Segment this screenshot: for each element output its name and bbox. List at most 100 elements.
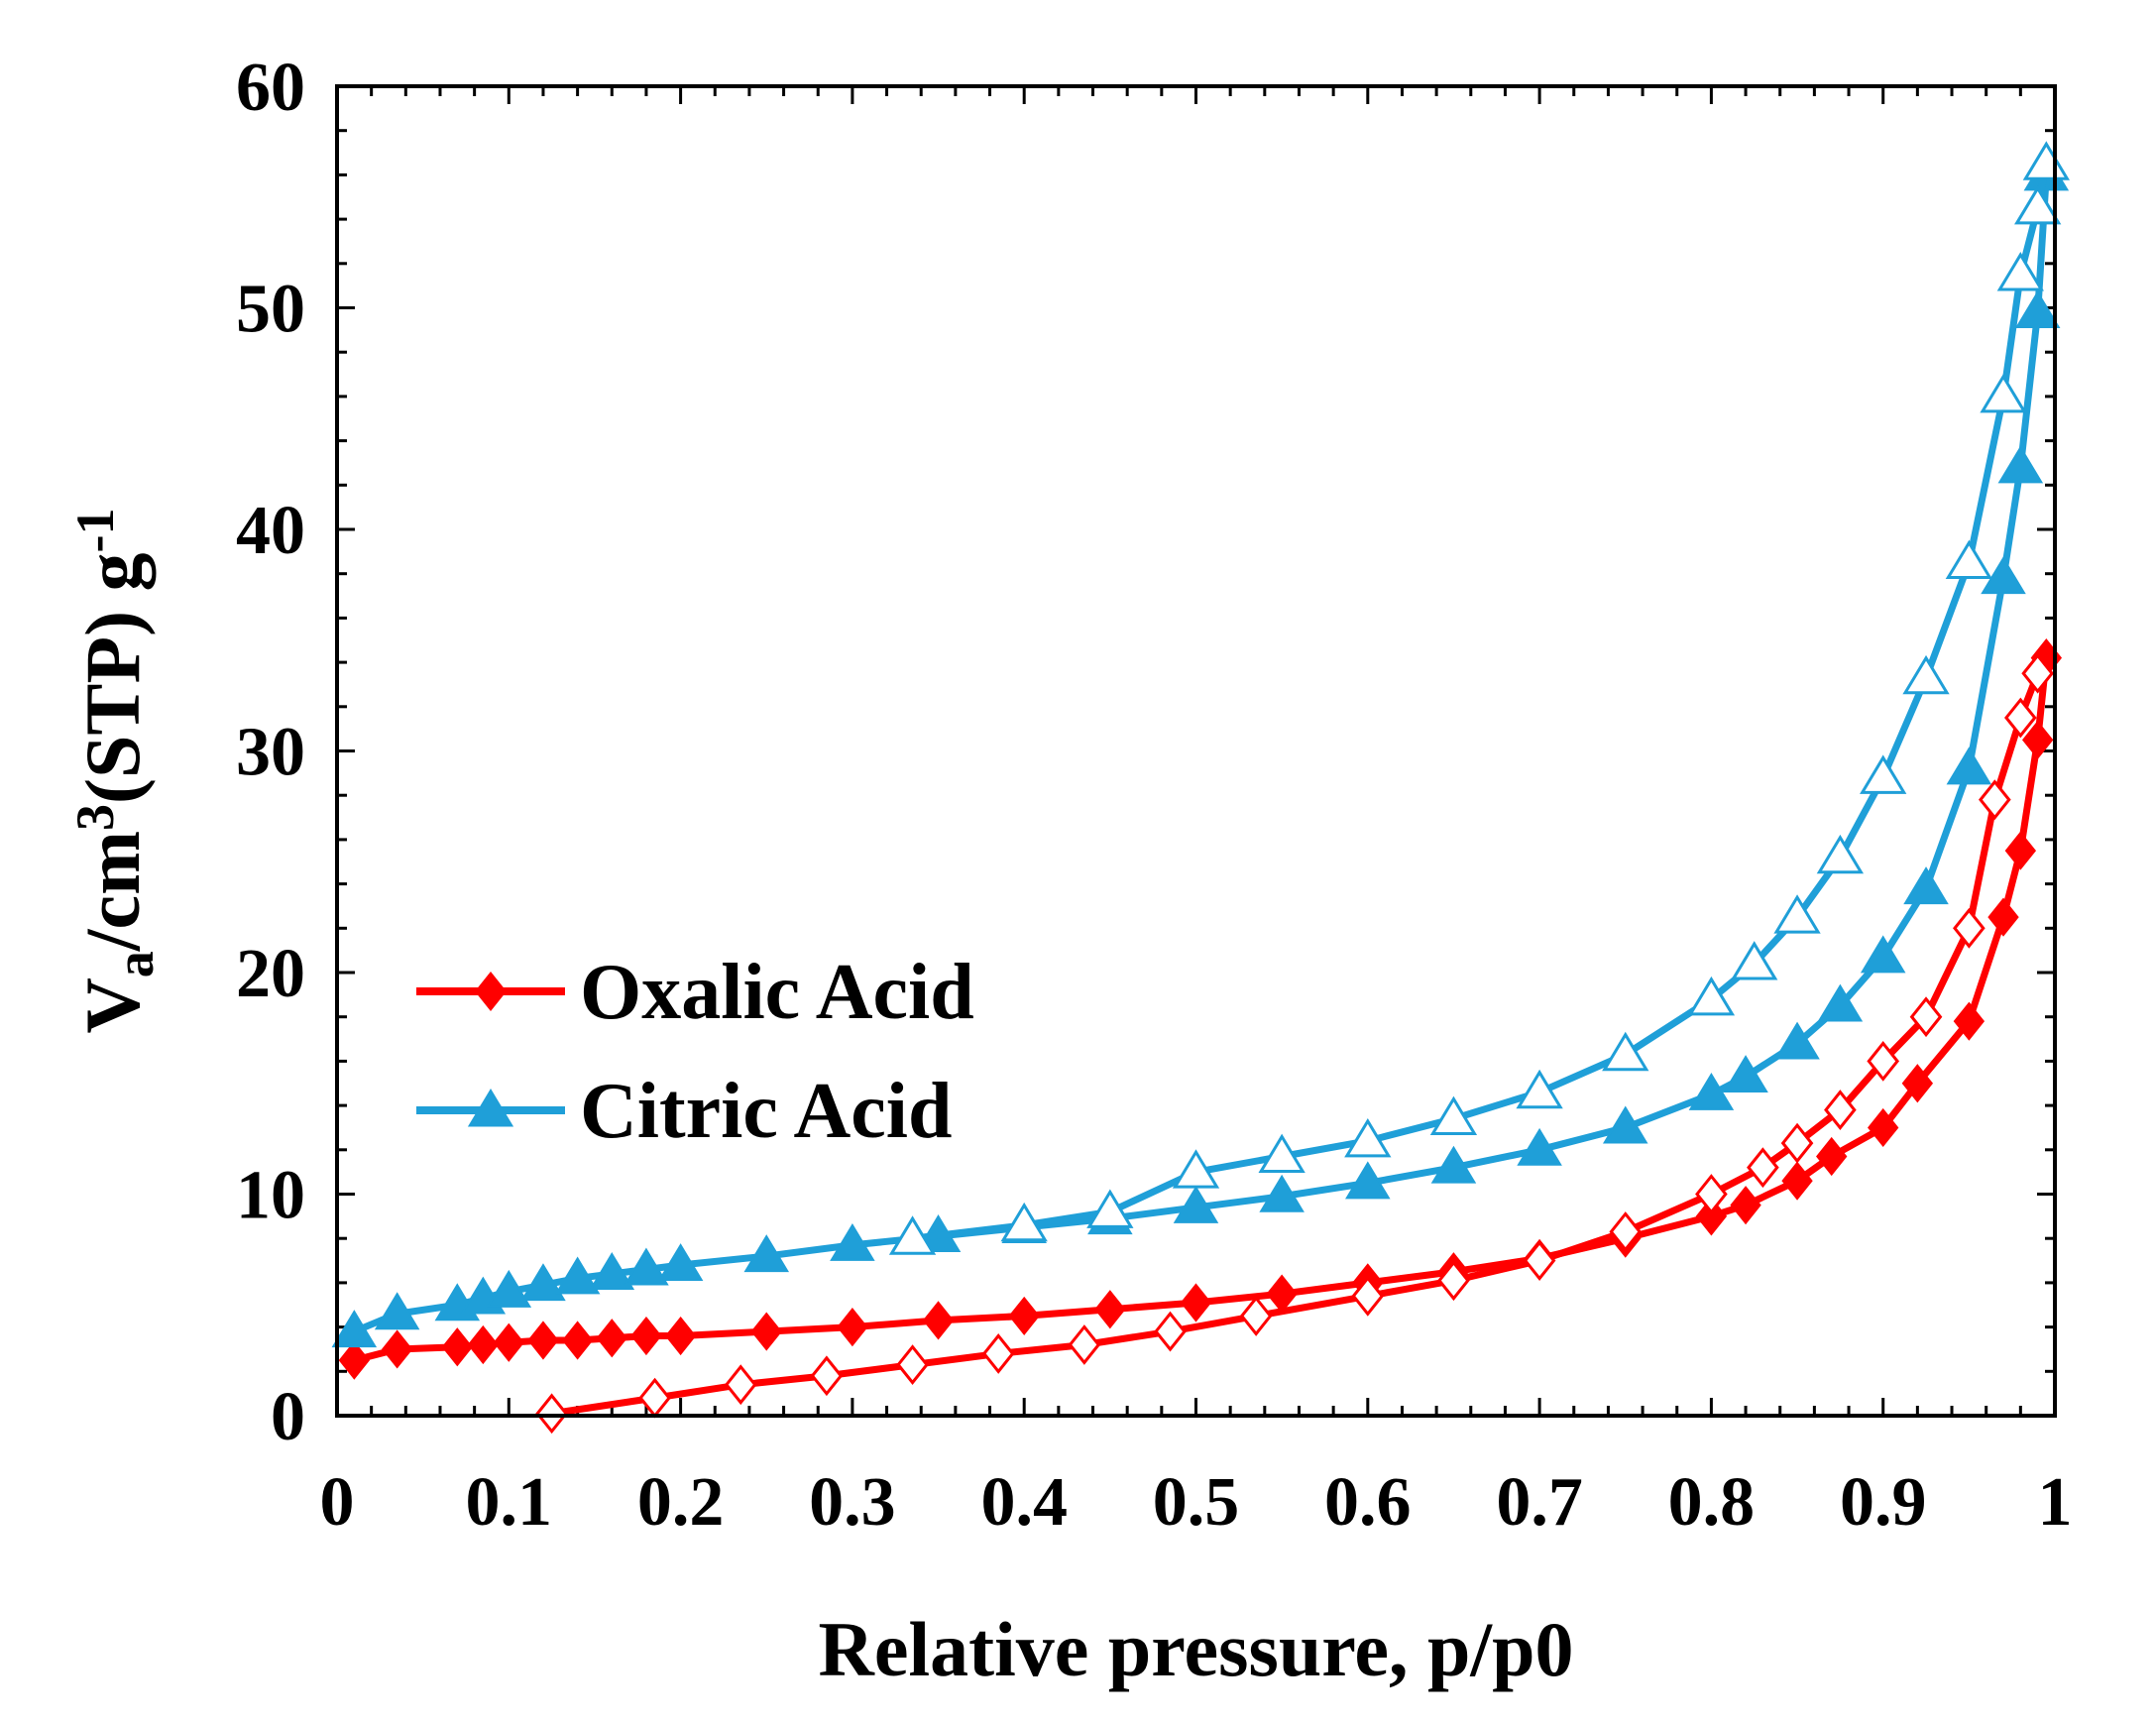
- data-point-citric-acid-adsorption: [830, 1222, 875, 1261]
- data-point-oxalic-acid-desorption: [724, 1364, 757, 1406]
- data-point-oxalic-acid-adsorption: [527, 1321, 559, 1360]
- data-point-oxalic-acid-adsorption: [1901, 1064, 1934, 1103]
- data-point-citric-acid-adsorption: [1517, 1127, 1562, 1166]
- data-point-oxalic-acid-desorption: [1695, 1174, 1728, 1214]
- y-tick-label: 0: [271, 1379, 305, 1455]
- x-tick-label: 0.9: [1840, 1464, 1927, 1541]
- data-point-oxalic-acid-adsorption: [1781, 1161, 1813, 1201]
- data-point-citric-acid-adsorption: [1430, 1145, 1477, 1184]
- data-point-citric-acid-adsorption: [2014, 290, 2061, 328]
- data-point-oxalic-acid-adsorption: [441, 1327, 473, 1367]
- x-tick-label: 0.3: [809, 1464, 896, 1541]
- data-point-oxalic-acid-desorption: [1867, 1040, 1900, 1082]
- data-point-citric-acid-desorption: [1516, 1069, 1563, 1109]
- data-point-citric-acid-desorption: [888, 1215, 937, 1255]
- data-point-citric-acid-adsorption: [1860, 935, 1906, 974]
- data-point-oxalic-acid-adsorption: [1868, 1107, 1899, 1148]
- data-point-citric-acid-adsorption: [1774, 1021, 1820, 1060]
- x-tick-label: 1: [2038, 1464, 2073, 1541]
- data-point-oxalic-acid-adsorption: [1953, 1001, 1986, 1041]
- data-point-citric-acid-desorption: [1996, 252, 2044, 291]
- data-point-oxalic-acid-adsorption: [837, 1307, 868, 1347]
- y-tick-label: 40: [236, 493, 305, 569]
- y-tick-label: 20: [236, 936, 305, 1012]
- data-point-oxalic-acid-desorption: [810, 1355, 844, 1397]
- data-point-citric-acid-desorption: [1860, 754, 1907, 794]
- x-tick-label: 0.4: [980, 1464, 1068, 1541]
- data-point-oxalic-acid-adsorption: [750, 1312, 782, 1351]
- data-point-oxalic-acid-adsorption: [596, 1319, 627, 1358]
- data-point-citric-acid-adsorption: [486, 1269, 532, 1308]
- data-point-oxalic-acid-adsorption: [467, 1324, 499, 1365]
- x-tick-label: 0.6: [1324, 1464, 1412, 1541]
- series-citric-acid-desorption: [888, 141, 2070, 1255]
- data-point-citric-acid-desorption: [1000, 1202, 1048, 1242]
- y-tick-label: 50: [236, 272, 305, 348]
- data-point-oxalic-acid-adsorption: [1987, 897, 2019, 937]
- data-point-citric-acid-adsorption: [1345, 1161, 1391, 1200]
- series-line-citric-acid-desorption: [912, 163, 2050, 1242]
- data-point-citric-acid-desorption: [1086, 1189, 1134, 1228]
- plot-frame: [335, 84, 2057, 1418]
- legend: Oxalic Acid Citric Acid: [416, 949, 974, 1155]
- data-point-oxalic-acid-desorption: [896, 1344, 929, 1385]
- data-point-oxalic-acid-desorption: [1239, 1296, 1273, 1336]
- data-point-citric-acid-desorption: [1902, 654, 1950, 695]
- data-point-citric-acid-adsorption: [1946, 747, 1992, 785]
- data-point-citric-acid-desorption: [1980, 373, 2027, 413]
- data-point-citric-acid-desorption: [1344, 1117, 1392, 1158]
- data-point-oxalic-acid-adsorption: [561, 1321, 594, 1360]
- legend-marker-oxalic-acid: [475, 972, 507, 1011]
- data-point-citric-acid-desorption: [1429, 1095, 1478, 1136]
- data-point-oxalic-acid-desorption: [1523, 1240, 1556, 1281]
- y-tick-label: 10: [236, 1158, 305, 1234]
- legend-marker-citric-acid: [467, 1089, 514, 1127]
- data-point-oxalic-acid-adsorption: [664, 1316, 697, 1356]
- x-tick-label: 0: [320, 1464, 355, 1541]
- tick-labels: 0 10 20 30 40 50 60 0 0.1 0.2 0.3 0.4 0.5 0.6 0.7 0.8 0.…: [236, 50, 2073, 1541]
- data-point-oxalic-acid-desorption: [1979, 779, 2011, 821]
- data-point-citric-acid-adsorption: [1259, 1174, 1305, 1212]
- data-point-oxalic-acid-desorption: [1154, 1311, 1187, 1352]
- data-point-citric-acid-desorption: [1945, 539, 1992, 580]
- data-point-oxalic-acid-adsorption: [1816, 1136, 1848, 1177]
- data-point-oxalic-acid-desorption: [1351, 1275, 1385, 1317]
- data-point-oxalic-acid-desorption: [2004, 697, 2037, 739]
- x-tick-label: 0.2: [637, 1464, 725, 1541]
- data-point-oxalic-acid-adsorption: [2004, 831, 2037, 870]
- series-layer: [331, 141, 2070, 1435]
- data-point-citric-acid-desorption: [1258, 1133, 1305, 1174]
- data-point-oxalic-acid-adsorption: [1008, 1296, 1040, 1336]
- data-point-citric-acid-adsorption: [1981, 556, 2026, 595]
- data-point-citric-acid-adsorption: [743, 1234, 790, 1273]
- x-tick-label: 0.8: [1668, 1464, 1756, 1541]
- data-point-citric-acid-adsorption: [1723, 1055, 1768, 1093]
- data-point-oxalic-acid-desorption: [1609, 1211, 1643, 1252]
- data-point-citric-acid-adsorption: [331, 1310, 378, 1348]
- data-point-citric-acid-adsorption: [554, 1256, 601, 1295]
- data-point-oxalic-acid-adsorption: [338, 1340, 371, 1380]
- data-point-oxalic-acid-adsorption: [2021, 720, 2054, 759]
- series-line-oxalic-acid-desorption: [551, 672, 2041, 1418]
- legend-item-citric-acid: Citric Acid: [416, 1068, 952, 1155]
- data-point-citric-acid-desorption: [1816, 834, 1865, 874]
- data-point-oxalic-acid-desorption: [1437, 1260, 1470, 1302]
- data-point-oxalic-acid-adsorption: [381, 1329, 413, 1369]
- data-point-citric-acid-desorption: [1731, 941, 1778, 980]
- data-point-citric-acid-adsorption: [1173, 1185, 1219, 1223]
- data-point-oxalic-acid-adsorption: [1180, 1283, 1212, 1322]
- data-point-citric-acid-desorption: [2014, 185, 2062, 225]
- data-point-oxalic-acid-adsorption: [630, 1316, 662, 1356]
- legend-label-oxalic-acid: Oxalic Acid: [580, 949, 974, 1036]
- data-point-citric-acid-adsorption: [1997, 445, 2044, 484]
- x-tick-label: 0.5: [1153, 1464, 1240, 1541]
- x-tick-label: 0.7: [1496, 1464, 1583, 1541]
- data-point-oxalic-acid-desorption: [535, 1393, 568, 1435]
- data-point-citric-acid-adsorption: [1903, 866, 1949, 905]
- data-point-oxalic-acid-desorption: [1824, 1090, 1857, 1130]
- x-axis-title: Relative pressure, p/p0: [819, 1606, 1574, 1692]
- data-point-citric-acid-desorption: [2022, 141, 2070, 180]
- x-tick-label: 0.1: [466, 1464, 553, 1541]
- data-point-oxalic-acid-adsorption: [1695, 1197, 1728, 1236]
